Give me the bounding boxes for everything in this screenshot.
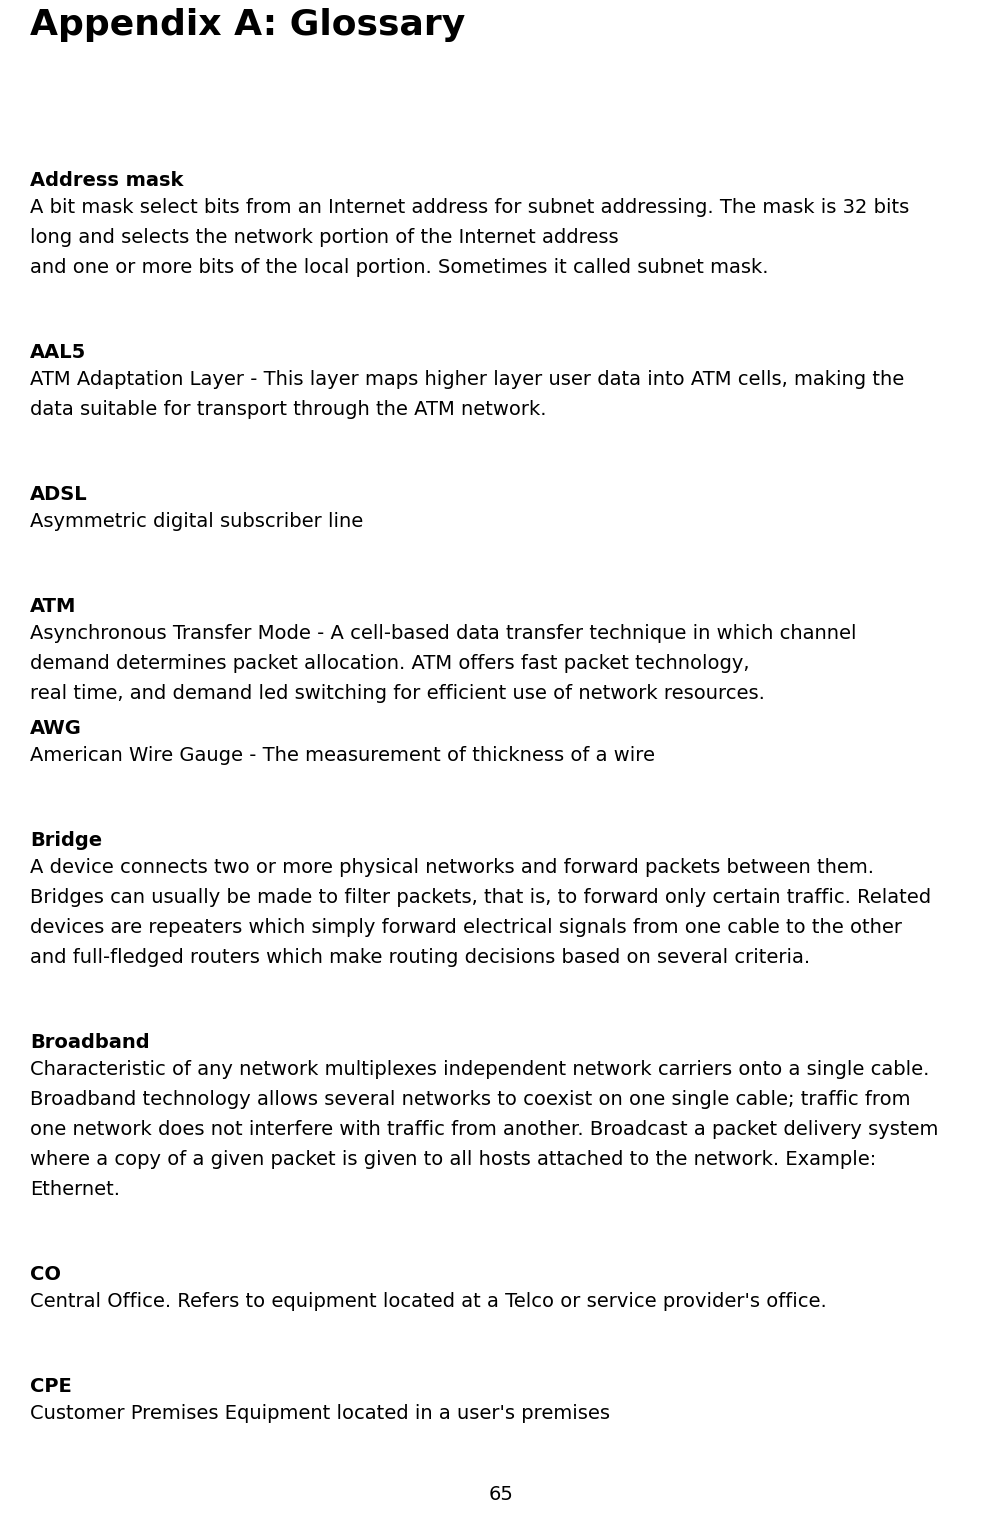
- Text: Broadband: Broadband: [30, 1032, 149, 1052]
- Text: A bit mask select bits from an Internet address for subnet addressing. The mask : A bit mask select bits from an Internet …: [30, 199, 909, 217]
- Text: Bridge: Bridge: [30, 831, 102, 851]
- Text: Asynchronous Transfer Mode - A cell-based data transfer technique in which chann: Asynchronous Transfer Mode - A cell-base…: [30, 625, 857, 643]
- Text: ATM: ATM: [30, 597, 76, 615]
- Text: and one or more bits of the local portion. Sometimes it called subnet mask.: and one or more bits of the local portio…: [30, 258, 769, 276]
- Text: Asymmetric digital subscriber line: Asymmetric digital subscriber line: [30, 512, 364, 531]
- Text: data suitable for transport through the ATM network.: data suitable for transport through the …: [30, 400, 546, 418]
- Text: ADSL: ADSL: [30, 486, 87, 504]
- Text: AAL5: AAL5: [30, 344, 86, 362]
- Text: demand determines packet allocation. ATM offers fast packet technology,: demand determines packet allocation. ATM…: [30, 654, 749, 673]
- Text: real time, and demand led switching for efficient use of network resources.: real time, and demand led switching for …: [30, 684, 765, 702]
- Text: CO: CO: [30, 1264, 61, 1284]
- Text: American Wire Gauge - The measurement of thickness of a wire: American Wire Gauge - The measurement of…: [30, 747, 655, 765]
- Text: ATM Adaptation Layer - This layer maps higher layer user data into ATM cells, ma: ATM Adaptation Layer - This layer maps h…: [30, 370, 904, 389]
- Text: where a copy of a given packet is given to all hosts attached to the network. Ex: where a copy of a given packet is given …: [30, 1150, 877, 1170]
- Text: Broadband technology allows several networks to coexist on one single cable; tra: Broadband technology allows several netw…: [30, 1090, 911, 1109]
- Text: 65: 65: [489, 1484, 513, 1504]
- Text: devices are repeaters which simply forward electrical signals from one cable to : devices are repeaters which simply forwa…: [30, 918, 902, 938]
- Text: CPE: CPE: [30, 1377, 72, 1396]
- Text: Appendix A: Glossary: Appendix A: Glossary: [30, 8, 465, 43]
- Text: Customer Premises Equipment located in a user's premises: Customer Premises Equipment located in a…: [30, 1403, 610, 1423]
- Text: long and selects the network portion of the Internet address: long and selects the network portion of …: [30, 228, 618, 247]
- Text: one network does not interfere with traffic from another. Broadcast a packet del: one network does not interfere with traf…: [30, 1119, 939, 1139]
- Text: Ethernet.: Ethernet.: [30, 1180, 120, 1199]
- Text: and full-fledged routers which make routing decisions based on several criteria.: and full-fledged routers which make rout…: [30, 948, 811, 967]
- Text: Characteristic of any network multiplexes independent network carriers onto a si: Characteristic of any network multiplexe…: [30, 1060, 930, 1080]
- Text: Central Office. Refers to equipment located at a Telco or service provider's off: Central Office. Refers to equipment loca…: [30, 1292, 827, 1312]
- Text: A device connects two or more physical networks and forward packets between them: A device connects two or more physical n…: [30, 858, 874, 876]
- Text: AWG: AWG: [30, 719, 82, 738]
- Text: Bridges can usually be made to filter packets, that is, to forward only certain : Bridges can usually be made to filter pa…: [30, 889, 931, 907]
- Text: Address mask: Address mask: [30, 171, 183, 189]
